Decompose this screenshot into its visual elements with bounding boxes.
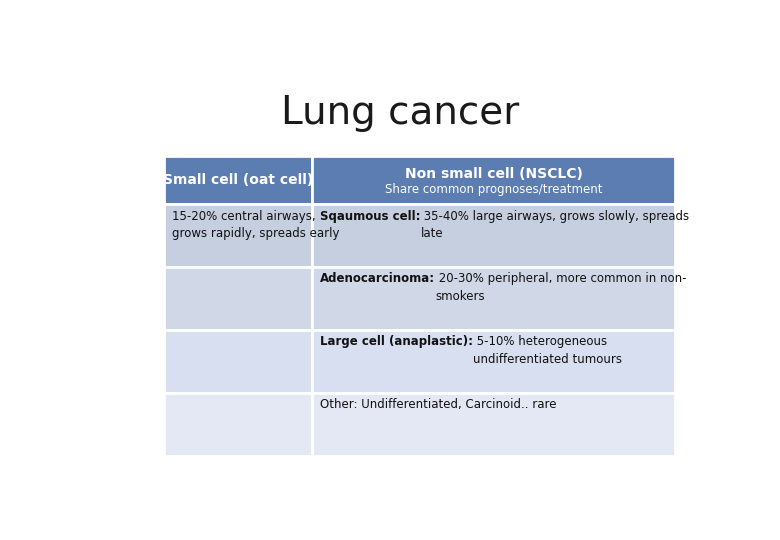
- Bar: [312, 330, 675, 393]
- Text: Adenocarcinoma:: Adenocarcinoma:: [320, 273, 435, 286]
- Text: Sqaumous cell:: Sqaumous cell:: [320, 210, 420, 222]
- Text: Other: Undifferentiated, Carcinoid.. rare: Other: Undifferentiated, Carcinoid.. rar…: [320, 398, 556, 411]
- Bar: [312, 204, 675, 267]
- Text: Large cell (anaplastic):: Large cell (anaplastic):: [320, 335, 473, 348]
- Text: 20-30% peripheral, more common in non-
smokers: 20-30% peripheral, more common in non- s…: [435, 273, 686, 303]
- Text: 35-40% large airways, grows slowly, spreads
late: 35-40% large airways, grows slowly, spre…: [420, 210, 690, 240]
- Bar: [164, 330, 312, 393]
- Text: Small cell (oat cell): Small cell (oat cell): [163, 173, 314, 187]
- Bar: [312, 393, 675, 456]
- Text: 15-20% central airways,
grows rapidly, spreads early: 15-20% central airways, grows rapidly, s…: [172, 210, 339, 240]
- Bar: [164, 156, 312, 204]
- Text: Share common prognoses/treatment: Share common prognoses/treatment: [385, 183, 602, 197]
- Bar: [164, 204, 312, 267]
- Bar: [164, 393, 312, 456]
- Text: Non small cell (NSCLC): Non small cell (NSCLC): [405, 167, 583, 181]
- Bar: [312, 267, 675, 330]
- Text: 5-10% heterogeneous
undifferentiated tumours: 5-10% heterogeneous undifferentiated tum…: [473, 335, 622, 366]
- Bar: [164, 267, 312, 330]
- Text: Lung cancer: Lung cancer: [281, 94, 519, 132]
- Bar: [312, 156, 675, 204]
